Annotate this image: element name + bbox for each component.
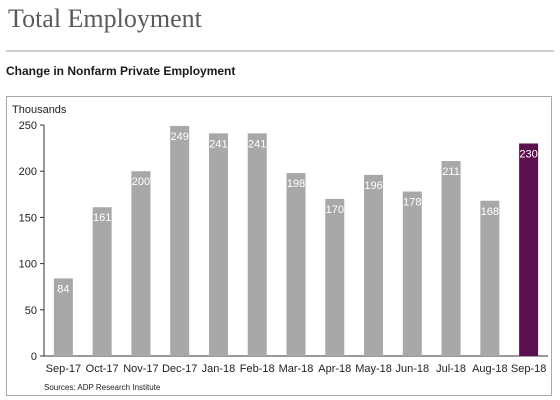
- bar-value-label: 241: [209, 138, 227, 150]
- bar: [170, 125, 190, 356]
- bar-value-label: 198: [287, 178, 305, 190]
- x-tick-label: Apr-18: [318, 363, 351, 375]
- page-title: Total Employment: [8, 4, 202, 33]
- bar-value-label: 200: [132, 176, 150, 188]
- bar-value-label: 170: [326, 204, 344, 216]
- bar: [53, 278, 73, 356]
- bar: [131, 171, 151, 356]
- x-tick-label: Sep-17: [46, 363, 81, 375]
- x-tick-label: Oct-17: [86, 363, 119, 375]
- bar-value-label: 196: [364, 180, 382, 192]
- bar-value-label: 178: [403, 197, 421, 209]
- y-tick-label: 0: [31, 351, 37, 363]
- y-tick-label: 250: [19, 120, 37, 132]
- bar-value-label: 161: [93, 212, 111, 224]
- bar-value-label: 84: [57, 283, 69, 295]
- x-tick-label: Jun-18: [395, 363, 429, 375]
- y-tick-label: 200: [19, 166, 37, 178]
- x-tick-label: Sep-18: [511, 363, 546, 375]
- bar: [480, 200, 500, 356]
- bar: [286, 173, 306, 356]
- x-tick-label: May-18: [355, 363, 392, 375]
- y-axis-label: Thousands: [12, 104, 67, 116]
- y-tick-label: 150: [19, 212, 37, 224]
- x-tick-label: Feb-18: [240, 363, 275, 375]
- y-tick-label: 50: [25, 305, 37, 317]
- bar: [402, 191, 422, 356]
- bar: [325, 198, 345, 356]
- y-tick-label: 100: [19, 259, 37, 271]
- bar-value-label: 230: [519, 148, 537, 160]
- bar: [92, 207, 112, 356]
- bar: [247, 133, 267, 356]
- bar: [441, 161, 461, 356]
- x-tick-label: Jul-18: [436, 363, 466, 375]
- bar-value-label: 211: [442, 166, 460, 178]
- title-divider: [6, 50, 554, 52]
- x-tick-label: Dec-17: [162, 363, 197, 375]
- bar-value-label: 168: [481, 206, 499, 218]
- bar-value-label: 241: [248, 138, 266, 150]
- bar-value-label: 249: [171, 131, 189, 143]
- bar: [519, 143, 539, 356]
- x-tick-label: Mar-18: [279, 363, 314, 375]
- x-tick-label: Nov-17: [123, 363, 158, 375]
- chart-subtitle: Change in Nonfarm Private Employment: [6, 64, 236, 78]
- bar: [208, 133, 228, 356]
- chart-frame: [6, 96, 552, 396]
- x-tick-label: Jan-18: [202, 363, 236, 375]
- x-tick-label: Aug-18: [472, 363, 507, 375]
- source-note: Sources: ADP Research Institute: [44, 383, 161, 392]
- bar: [364, 174, 384, 356]
